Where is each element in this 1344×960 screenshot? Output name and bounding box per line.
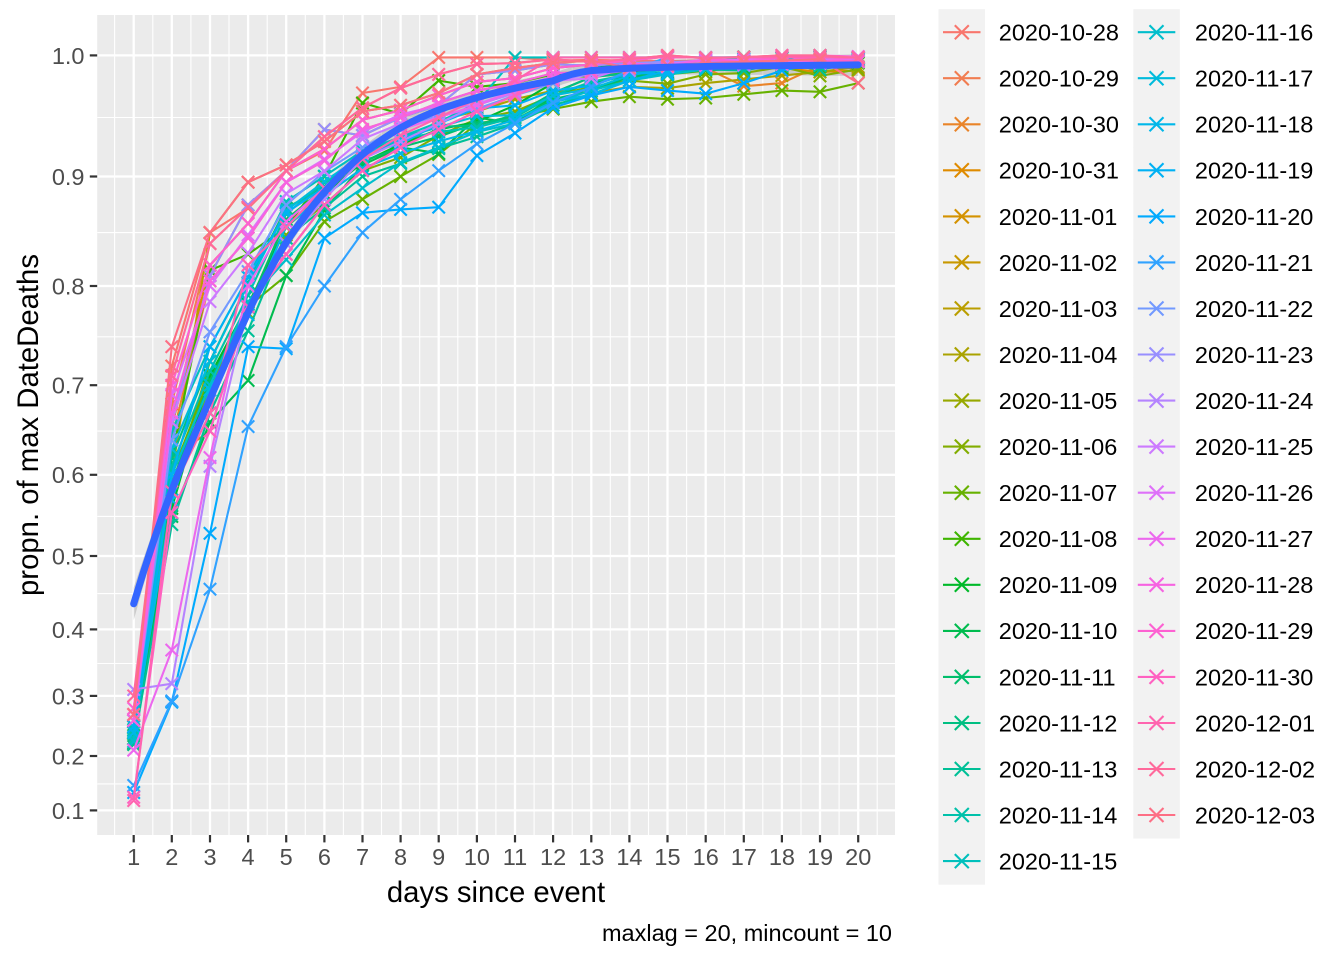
svg-text:3: 3 <box>203 844 216 870</box>
svg-text:2020-11-01: 2020-11-01 <box>999 204 1117 230</box>
svg-text:2020-11-06: 2020-11-06 <box>999 434 1117 460</box>
svg-text:2020-11-18: 2020-11-18 <box>1195 112 1313 138</box>
svg-text:propn. of max DateDeaths: propn. of max DateDeaths <box>12 254 45 596</box>
svg-text:0.9: 0.9 <box>52 164 85 190</box>
svg-text:2020-11-08: 2020-11-08 <box>999 526 1117 552</box>
svg-text:0.6: 0.6 <box>52 462 85 488</box>
svg-text:2020-11-23: 2020-11-23 <box>1195 342 1313 368</box>
svg-text:9: 9 <box>432 844 445 870</box>
svg-text:19: 19 <box>807 844 833 870</box>
svg-text:2020-11-02: 2020-11-02 <box>999 250 1117 276</box>
svg-text:0.5: 0.5 <box>52 543 85 569</box>
svg-text:2020-11-09: 2020-11-09 <box>999 572 1117 598</box>
svg-text:2020-11-05: 2020-11-05 <box>999 388 1117 414</box>
svg-text:2020-11-14: 2020-11-14 <box>999 802 1117 828</box>
svg-text:2020-11-22: 2020-11-22 <box>1195 296 1313 322</box>
svg-text:maxlag = 20, mincount = 10: maxlag = 20, mincount = 10 <box>602 920 892 946</box>
svg-text:2020-11-17: 2020-11-17 <box>1195 66 1313 92</box>
svg-text:0.7: 0.7 <box>52 373 85 399</box>
svg-text:8: 8 <box>394 844 407 870</box>
svg-text:2020-11-21: 2020-11-21 <box>1195 250 1313 276</box>
svg-text:18: 18 <box>769 844 795 870</box>
svg-text:2020-11-29: 2020-11-29 <box>1195 618 1313 644</box>
svg-text:2020-11-13: 2020-11-13 <box>999 756 1117 782</box>
svg-text:5: 5 <box>280 844 293 870</box>
svg-text:6: 6 <box>318 844 331 870</box>
svg-text:17: 17 <box>731 844 757 870</box>
svg-text:2020-11-16: 2020-11-16 <box>1195 20 1313 46</box>
svg-text:1.0: 1.0 <box>52 43 85 69</box>
svg-text:0.8: 0.8 <box>52 273 85 299</box>
svg-text:2020-11-15: 2020-11-15 <box>999 849 1117 875</box>
svg-text:0.2: 0.2 <box>52 743 85 769</box>
svg-text:11: 11 <box>503 844 527 870</box>
svg-text:2020-11-04: 2020-11-04 <box>999 342 1117 368</box>
svg-text:2020-10-29: 2020-10-29 <box>999 66 1119 92</box>
svg-text:20: 20 <box>845 844 871 870</box>
svg-text:2020-11-11: 2020-11-11 <box>999 664 1116 690</box>
svg-text:2020-11-25: 2020-11-25 <box>1195 434 1313 460</box>
svg-text:2020-11-12: 2020-11-12 <box>999 710 1117 736</box>
svg-text:0.1: 0.1 <box>52 798 85 824</box>
svg-text:2020-11-19: 2020-11-19 <box>1195 158 1313 184</box>
svg-text:14: 14 <box>616 844 642 870</box>
svg-text:2020-10-28: 2020-10-28 <box>999 20 1119 46</box>
svg-text:2020-12-03: 2020-12-03 <box>1195 802 1315 828</box>
svg-text:2020-11-07: 2020-11-07 <box>999 480 1117 506</box>
svg-text:0.4: 0.4 <box>52 617 85 643</box>
svg-text:10: 10 <box>464 844 490 870</box>
svg-text:2020-11-26: 2020-11-26 <box>1195 480 1313 506</box>
svg-text:0.3: 0.3 <box>52 683 85 709</box>
svg-text:2020-11-03: 2020-11-03 <box>999 296 1117 322</box>
svg-text:2020-11-20: 2020-11-20 <box>1195 204 1313 230</box>
svg-text:2020-12-01: 2020-12-01 <box>1195 710 1315 736</box>
svg-text:4: 4 <box>242 844 255 870</box>
svg-text:days since event: days since event <box>387 876 605 909</box>
svg-text:2020-11-24: 2020-11-24 <box>1195 388 1313 414</box>
svg-text:16: 16 <box>693 844 719 870</box>
svg-text:2: 2 <box>165 844 178 870</box>
svg-text:1: 1 <box>127 844 140 870</box>
svg-text:2020-11-28: 2020-11-28 <box>1195 572 1313 598</box>
svg-text:2020-11-10: 2020-11-10 <box>999 618 1117 644</box>
svg-text:2020-10-30: 2020-10-30 <box>999 112 1119 138</box>
svg-text:2020-11-30: 2020-11-30 <box>1195 664 1313 690</box>
svg-text:13: 13 <box>578 844 604 870</box>
svg-text:15: 15 <box>654 844 680 870</box>
svg-text:7: 7 <box>356 844 369 870</box>
svg-text:2020-10-31: 2020-10-31 <box>999 158 1119 184</box>
svg-text:12: 12 <box>540 844 566 870</box>
svg-text:2020-11-27: 2020-11-27 <box>1195 526 1313 552</box>
svg-text:2020-12-02: 2020-12-02 <box>1195 756 1315 782</box>
